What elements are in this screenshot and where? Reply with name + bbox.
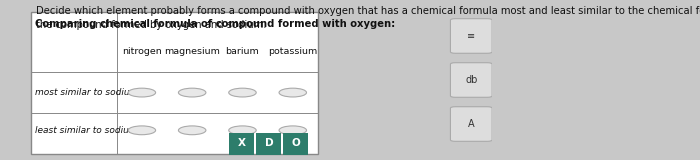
Circle shape <box>178 88 206 97</box>
Circle shape <box>128 88 155 97</box>
Text: O: O <box>291 138 300 148</box>
Text: ≡: ≡ <box>468 31 475 41</box>
Circle shape <box>279 88 307 97</box>
Circle shape <box>128 126 155 135</box>
Text: D: D <box>265 138 273 148</box>
Text: Decide which element probably forms a compound with oxygen that has a chemical f: Decide which element probably forms a co… <box>36 6 700 30</box>
Text: db: db <box>466 75 477 85</box>
FancyBboxPatch shape <box>450 19 492 53</box>
FancyBboxPatch shape <box>450 63 492 97</box>
FancyBboxPatch shape <box>229 133 254 155</box>
FancyBboxPatch shape <box>450 107 492 141</box>
Circle shape <box>279 126 307 135</box>
FancyBboxPatch shape <box>256 133 281 155</box>
FancyBboxPatch shape <box>31 12 318 154</box>
Text: magnesium: magnesium <box>164 47 220 56</box>
Text: least similar to sodium: least similar to sodium <box>35 126 137 135</box>
Text: potassium: potassium <box>268 47 317 56</box>
Text: Comparing chemical formula of compound formed with oxygen:: Comparing chemical formula of compound f… <box>35 19 395 29</box>
Text: nitrogen: nitrogen <box>122 47 162 56</box>
Text: X: X <box>238 138 246 148</box>
Circle shape <box>178 126 206 135</box>
Circle shape <box>229 88 256 97</box>
Text: barium: barium <box>225 47 259 56</box>
Text: A: A <box>468 119 475 129</box>
Text: most similar to sodium: most similar to sodium <box>35 88 138 97</box>
FancyBboxPatch shape <box>283 133 308 155</box>
Circle shape <box>229 126 256 135</box>
